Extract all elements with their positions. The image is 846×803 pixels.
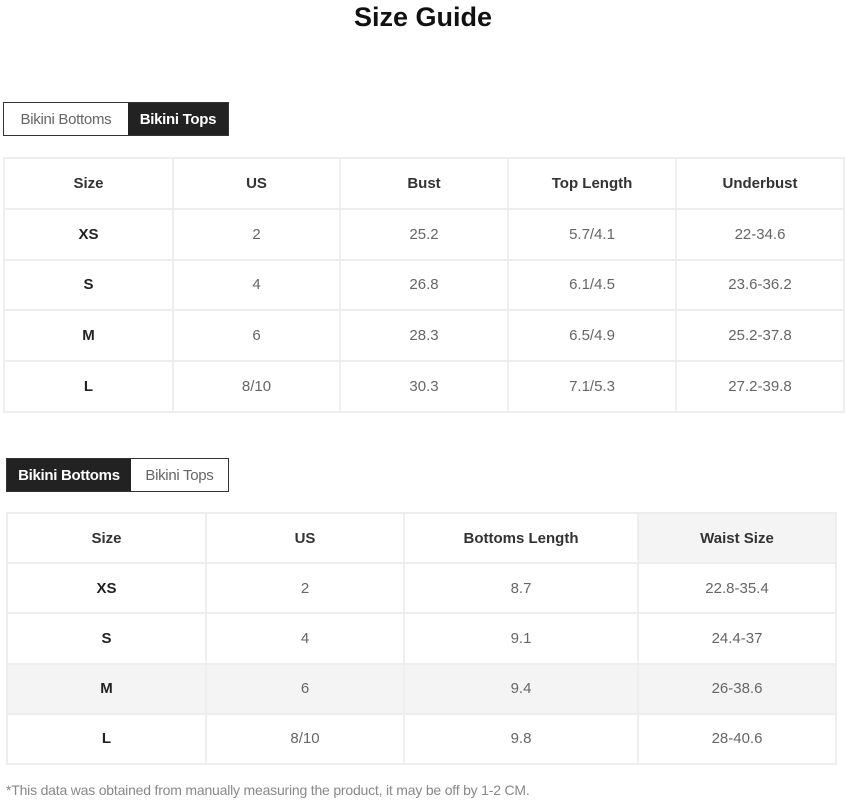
table-cell: 2 xyxy=(205,562,405,615)
table-row: M 6 28.3 6.5/4.9 25.2-37.8 xyxy=(3,309,845,363)
tops-tab-group: Bikini Bottoms Bikini Tops xyxy=(3,102,229,136)
table-header-row: Size US Bottoms Length Waist Size xyxy=(6,511,837,565)
table-cell: 26-38.6 xyxy=(637,662,837,715)
table-cell: 5.7/4.1 xyxy=(507,207,677,261)
size-cell: M xyxy=(3,309,174,363)
table-cell: 8/10 xyxy=(172,360,341,413)
table-cell: 23.6-36.2 xyxy=(675,258,845,312)
column-header: US xyxy=(172,157,341,210)
tops-size-table: Size US Bust Top Length Underbust XS 2 25.2 5.7/… xyxy=(3,157,845,413)
table-cell: 6 xyxy=(205,662,405,715)
size-cell: M xyxy=(6,662,207,715)
table-cell: 6 xyxy=(172,309,341,363)
table-cell: 22-34.6 xyxy=(675,207,845,261)
size-cell: L xyxy=(3,360,174,413)
table-cell: 30.3 xyxy=(339,360,509,413)
table-row: S 4 26.8 6.1/4.5 23.6-36.2 xyxy=(3,258,845,312)
measurement-footnote: *This data was obtained from manually me… xyxy=(6,782,530,798)
table-cell: 9.4 xyxy=(403,662,639,715)
column-header: Underbust xyxy=(675,157,845,210)
table-cell: 26.8 xyxy=(339,258,509,312)
column-header: Bust xyxy=(339,157,509,210)
size-cell: S xyxy=(3,258,174,312)
table-cell: 9.8 xyxy=(403,712,639,766)
column-header: Size xyxy=(6,511,207,565)
table-cell: 6.1/4.5 xyxy=(507,258,677,312)
column-header: Waist Size xyxy=(637,511,837,565)
column-header: Size xyxy=(3,157,174,210)
bottoms-tab-group: Bikini Bottoms Bikini Tops xyxy=(6,458,229,492)
table-cell: 22.8-35.4 xyxy=(637,562,837,615)
table-cell: 27.2-39.8 xyxy=(675,360,845,413)
table-cell: 8/10 xyxy=(205,712,405,766)
page-title: Size Guide xyxy=(353,2,493,32)
tab-bikini-bottoms[interactable]: Bikini Bottoms xyxy=(7,459,131,491)
table-cell: 28-40.6 xyxy=(637,712,837,766)
column-header: US xyxy=(205,511,405,565)
table-cell: 6.5/4.9 xyxy=(507,309,677,363)
table-cell: 4 xyxy=(205,612,405,665)
table-row: XS 2 25.2 5.7/4.1 22-34.6 xyxy=(3,207,845,261)
tab-bikini-tops[interactable]: Bikini Tops xyxy=(130,459,228,491)
size-cell: XS xyxy=(3,207,174,261)
size-cell: XS xyxy=(6,562,207,615)
table-row: XS 2 8.7 22.8-35.4 xyxy=(6,562,837,615)
column-header: Top Length xyxy=(507,157,677,210)
table-cell: 24.4-37 xyxy=(637,612,837,665)
column-header: Bottoms Length xyxy=(403,511,639,565)
table-row: L 8/10 9.8 28-40.6 xyxy=(6,712,837,766)
table-cell: 25.2 xyxy=(339,207,509,261)
size-cell: L xyxy=(6,712,207,766)
table-row: M 6 9.4 26-38.6 xyxy=(6,662,837,715)
table-cell: 7.1/5.3 xyxy=(507,360,677,413)
tab-bikini-bottoms[interactable]: Bikini Bottoms xyxy=(4,103,128,135)
table-cell: 2 xyxy=(172,207,341,261)
table-cell: 9.1 xyxy=(403,612,639,665)
table-row: S 4 9.1 24.4-37 xyxy=(6,612,837,665)
table-row: L 8/10 30.3 7.1/5.3 27.2-39.8 xyxy=(3,360,845,413)
table-header-row: Size US Bust Top Length Underbust xyxy=(3,157,845,210)
table-cell: 8.7 xyxy=(403,562,639,615)
tab-bikini-tops[interactable]: Bikini Tops xyxy=(127,103,228,135)
table-cell: 25.2-37.8 xyxy=(675,309,845,363)
table-cell: 28.3 xyxy=(339,309,509,363)
bottoms-size-table: Size US Bottoms Length Waist Size XS 2 8.7 22.8… xyxy=(6,511,837,766)
size-cell: S xyxy=(6,612,207,665)
table-cell: 4 xyxy=(172,258,341,312)
